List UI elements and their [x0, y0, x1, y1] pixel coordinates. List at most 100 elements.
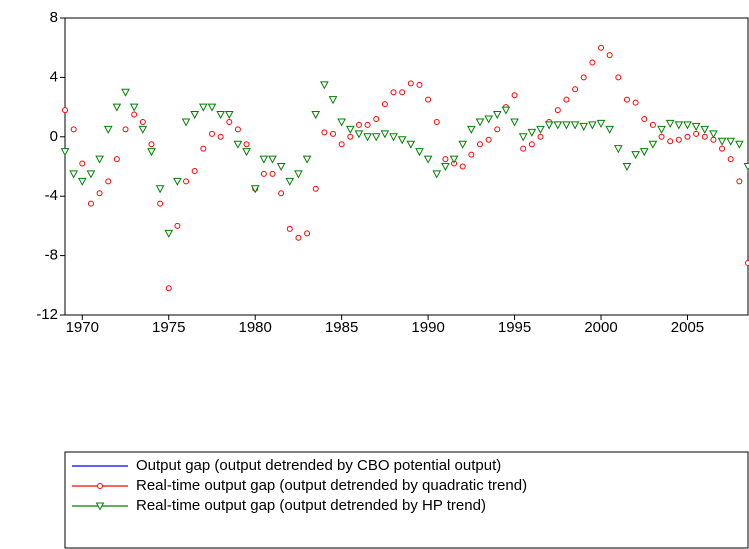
- series-marker: [181, 118, 191, 127]
- series-marker: [278, 190, 285, 197]
- series-marker: [683, 121, 692, 130]
- series-marker: [527, 128, 537, 137]
- series-marker: [423, 155, 433, 164]
- series-marker: [69, 170, 78, 179]
- series-marker: [347, 133, 354, 140]
- series-marker: [226, 118, 233, 125]
- series-marker: [121, 88, 130, 97]
- series-marker: [131, 111, 138, 118]
- series-marker: [484, 115, 493, 124]
- series-marker: [363, 133, 372, 142]
- series-marker: [562, 121, 571, 130]
- series-marker: [657, 125, 666, 134]
- series-marker: [87, 200, 94, 207]
- series-marker: [77, 177, 87, 186]
- series-marker: [416, 81, 423, 88]
- series-marker: [596, 119, 606, 128]
- series-marker: [311, 111, 321, 120]
- series-marker: [286, 225, 293, 232]
- series-marker: [96, 190, 103, 197]
- series-marker: [112, 103, 122, 112]
- series-marker: [631, 151, 640, 160]
- series-marker: [442, 156, 449, 163]
- series-marker: [639, 148, 649, 157]
- series-marker: [198, 103, 208, 112]
- series-marker: [467, 125, 476, 134]
- series-marker: [492, 111, 502, 120]
- series-marker: [304, 230, 311, 237]
- series-marker: [397, 136, 407, 145]
- series-marker: [449, 155, 459, 164]
- series-marker: [735, 140, 744, 149]
- y-tick-label: 4: [50, 68, 58, 85]
- series-marker: [658, 133, 665, 140]
- series-marker: [459, 163, 466, 170]
- series-marker: [632, 99, 639, 106]
- series-marker: [649, 121, 656, 128]
- series-marker: [588, 121, 597, 130]
- legend-box: [64, 451, 749, 549]
- plot-frame: [64, 17, 749, 316]
- series-marker: [613, 145, 623, 154]
- series-marker: [338, 141, 345, 148]
- series-marker: [190, 111, 200, 120]
- legend-label: Output gap (output detrended by CBO pote…: [136, 457, 501, 474]
- series-marker: [208, 130, 215, 137]
- series-marker: [736, 178, 743, 185]
- series-marker: [563, 96, 570, 103]
- series-marker: [674, 121, 684, 130]
- series-marker: [320, 81, 329, 90]
- series-marker: [501, 106, 511, 115]
- series-marker: [174, 222, 181, 229]
- series-marker: [648, 140, 658, 149]
- series-marker: [62, 107, 68, 114]
- series-marker: [234, 126, 241, 133]
- series-marker: [207, 103, 217, 112]
- y-tick-label: 0: [50, 128, 58, 145]
- series-marker: [294, 170, 303, 179]
- series-marker: [536, 125, 545, 134]
- series-marker: [105, 178, 112, 185]
- series-marker: [580, 74, 587, 81]
- series-marker: [468, 151, 475, 158]
- series-marker: [250, 185, 260, 194]
- series-marker: [494, 126, 501, 133]
- series-marker: [432, 170, 442, 179]
- x-tick-label: 1970: [66, 319, 99, 336]
- x-tick-label: 1985: [325, 319, 358, 336]
- y-tick-label: 8: [50, 9, 58, 26]
- y-tick-label: -8: [45, 247, 58, 264]
- series-marker: [701, 133, 708, 140]
- series-marker: [518, 133, 528, 142]
- series-marker: [641, 115, 648, 122]
- series-marker: [364, 121, 371, 128]
- series-marker: [719, 145, 726, 152]
- series-marker: [165, 285, 172, 292]
- series-marker: [173, 177, 182, 186]
- series-marker: [200, 145, 207, 152]
- series-marker: [572, 86, 579, 93]
- y-tick-label: -12: [36, 306, 58, 323]
- y-tick-label: -4: [45, 187, 58, 204]
- series-marker: [745, 260, 749, 267]
- series-marker: [122, 126, 129, 133]
- series-marker: [475, 118, 485, 127]
- series-marker: [528, 141, 535, 148]
- series-marker: [259, 155, 269, 164]
- series-marker: [260, 170, 267, 177]
- series-marker: [743, 163, 749, 172]
- series-marker: [458, 140, 468, 149]
- series-marker: [570, 121, 580, 130]
- series-marker: [276, 163, 286, 172]
- series-marker: [665, 119, 675, 128]
- x-tick-label: 2005: [671, 319, 704, 336]
- series-marker: [233, 140, 243, 149]
- series-marker: [373, 115, 380, 122]
- series-marker: [537, 133, 544, 140]
- series-marker: [693, 130, 700, 137]
- series-marker: [623, 96, 630, 103]
- series-marker: [129, 103, 139, 112]
- series-marker: [389, 133, 398, 142]
- legend-label: Real-time output gap (output detrended b…: [136, 497, 486, 514]
